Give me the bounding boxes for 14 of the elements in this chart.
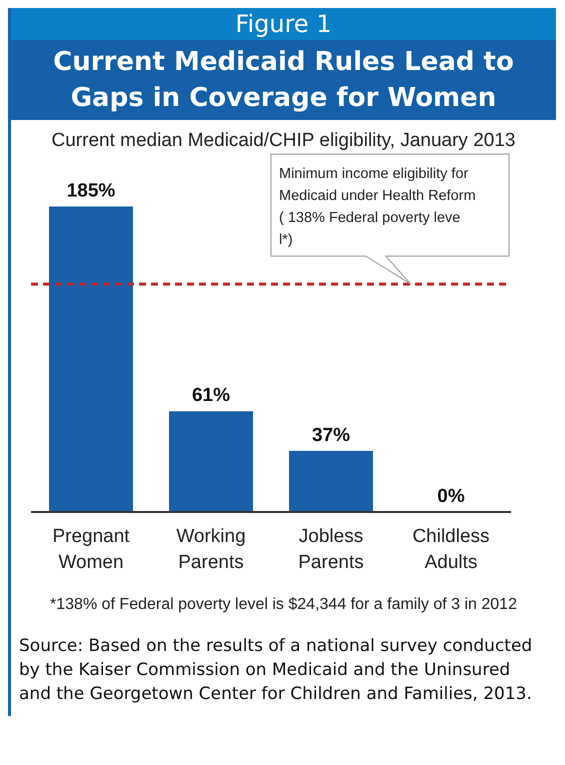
data-label: 0%	[437, 486, 465, 507]
x-tick-label: Childless Adults	[412, 526, 490, 573]
data-label: 37%	[312, 424, 350, 446]
data-label: 185%	[66, 180, 116, 202]
chart-title: Current Medicaid Rules Lead to Gaps in Coverage for Women	[11, 40, 556, 120]
x-tick-label: Working Parents	[176, 526, 246, 573]
source-note: Source: Based on the results of a national survey conducted by the Kaiser Commission on Medicaid and the Uninsured and the Georgetown Center for Children and Families, 2013.	[18, 635, 534, 706]
chart-subtitle: Current median Medicaid/CHIP eligibility, January 2013	[50, 130, 516, 152]
caption: Figure 1	[11, 8, 556, 40]
x-tick-label: Pregnant Women	[52, 526, 130, 573]
ref-line-label: Minimum income eligibility for Medicaid under Health Reform ( 138% Federal poverty leve l*)	[279, 166, 476, 248]
x-tick-label: Jobless Parents	[298, 526, 364, 573]
text: *138% of Federal poverty level is $24,344 for a family of 3 in 2012	[49, 596, 518, 614]
data-label: 61%	[192, 385, 230, 406]
